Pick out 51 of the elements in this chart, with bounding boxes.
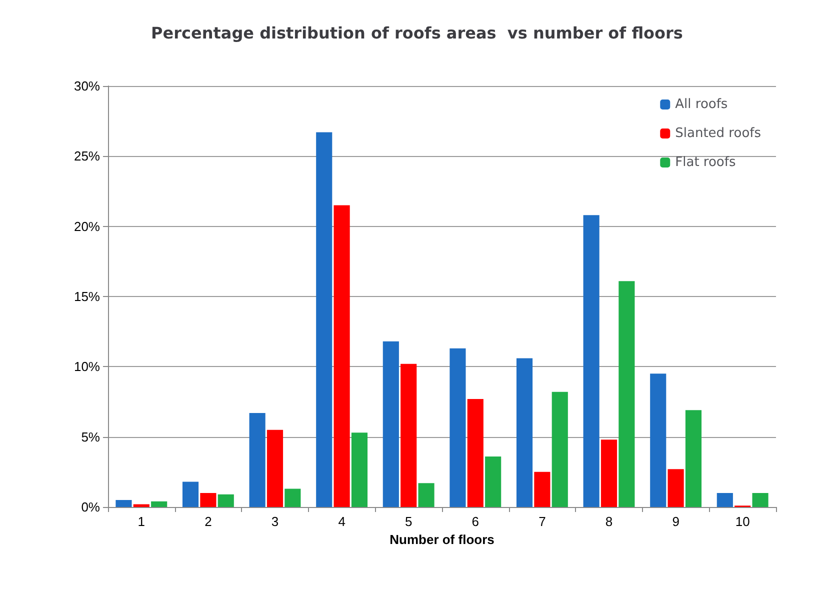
- bar: [382, 341, 399, 507]
- y-tick-label: 0%: [81, 500, 100, 514]
- bar: [116, 500, 132, 507]
- x-tick-label: 1: [138, 514, 146, 529]
- bar: [583, 215, 600, 507]
- bar: [668, 469, 684, 507]
- x-tick-label: 2: [204, 514, 212, 529]
- bar: [334, 205, 350, 507]
- x-tick-label: 3: [271, 514, 279, 529]
- y-tick-label: 30%: [74, 78, 100, 94]
- bar: [600, 440, 618, 507]
- bar: [685, 410, 702, 507]
- bar: [618, 281, 635, 507]
- chart-title: Percentage distribution of roofs areas vs number of floors: [151, 24, 683, 42]
- y-tick-label: 10%: [74, 359, 100, 374]
- x-axis-title: Number of floors: [390, 532, 494, 547]
- bar: [284, 488, 301, 507]
- bar: [133, 504, 150, 507]
- bar: [400, 364, 417, 507]
- legend-label: All roofs: [675, 97, 728, 112]
- bar: [200, 492, 216, 507]
- x-tick-label: 9: [672, 514, 680, 529]
- bar: [316, 132, 332, 507]
- bar: [182, 482, 199, 507]
- legend-label: Slanted roofs: [675, 126, 762, 141]
- bar: [485, 456, 502, 507]
- bar: [752, 492, 768, 507]
- x-tick-label: 8: [605, 514, 613, 529]
- bar: [151, 501, 168, 507]
- x-tick-label: 5: [404, 514, 412, 529]
- y-tick-label: 5%: [81, 429, 100, 444]
- x-tick-label: 10: [735, 514, 750, 529]
- bar: [249, 412, 266, 507]
- bar: [467, 398, 484, 507]
- y-tick-label: 25%: [74, 148, 100, 164]
- y-tick-label: 15%: [74, 289, 100, 304]
- bar: [516, 358, 533, 507]
- bar: [552, 392, 568, 507]
- bar: [218, 494, 234, 507]
- bar: [418, 483, 434, 507]
- bar: [266, 430, 284, 507]
- x-tick-label: 7: [538, 514, 546, 529]
- y-tick-label: 20%: [74, 218, 100, 234]
- bar: [534, 472, 550, 507]
- x-tick-label: 6: [472, 514, 480, 529]
- bar: [450, 348, 466, 507]
- bar: [716, 492, 733, 507]
- x-tick-label: 4: [338, 514, 346, 529]
- bar: [351, 432, 368, 507]
- bar: [650, 374, 666, 507]
- legend-label: Flat roofs: [675, 155, 736, 170]
